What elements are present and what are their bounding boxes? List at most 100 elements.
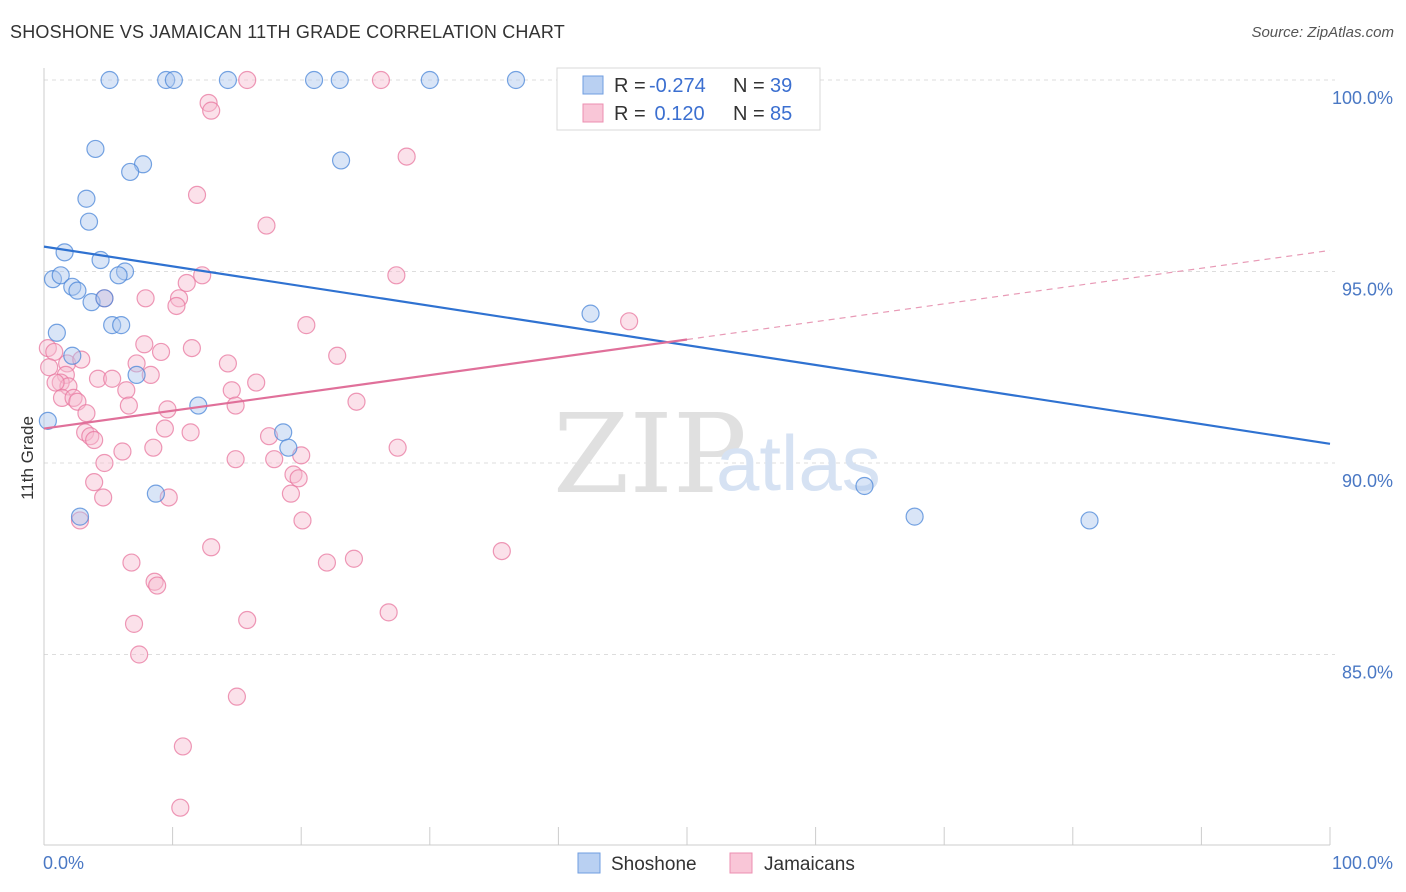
watermark-zip: ZIP bbox=[553, 390, 747, 518]
legend-n-value-shoshone: 39 bbox=[770, 75, 792, 97]
shoshone-point-4 bbox=[304, 70, 324, 90]
jamaicans-point-70 bbox=[122, 553, 141, 572]
shoshone-point-17 bbox=[51, 266, 70, 285]
jamaicans-point-68 bbox=[344, 549, 364, 568]
shoshone-point-24 bbox=[47, 323, 66, 342]
jamaicans-point-51 bbox=[113, 442, 132, 461]
shoshone-point-12 bbox=[77, 189, 96, 208]
jamaicans-point-54 bbox=[265, 450, 284, 469]
y-tick-label-2: 90.0% bbox=[1342, 471, 1393, 491]
legend-n-label-shoshone: N = bbox=[733, 75, 765, 97]
shoshone-point-35 bbox=[581, 304, 600, 323]
shoshone-point-31 bbox=[274, 423, 293, 442]
jamaicans-point-24 bbox=[46, 373, 65, 392]
jamaicans-point-14 bbox=[297, 316, 316, 335]
shoshone-point-0 bbox=[100, 70, 119, 90]
jamaicans-point-56 bbox=[289, 469, 308, 488]
shoshone-point-21 bbox=[109, 266, 128, 285]
jamaicans-point-69 bbox=[492, 541, 511, 561]
x-tick-label-max: 100.0% bbox=[1332, 853, 1393, 873]
legend-r-label-jamaicans: R = bbox=[614, 103, 646, 125]
jamaicans-point-32 bbox=[218, 354, 237, 373]
jamaicans-point-30 bbox=[151, 342, 171, 362]
jamaicans-point-65 bbox=[293, 511, 312, 530]
shoshone-point-14 bbox=[55, 243, 74, 262]
jamaicans-point-38 bbox=[119, 396, 138, 415]
jamaicans-point-67 bbox=[317, 553, 337, 572]
jamaicans-point-33 bbox=[247, 373, 266, 392]
shoshone-point-26 bbox=[112, 316, 131, 335]
jamaicans-point-34 bbox=[328, 346, 347, 365]
y-tick-labels: 100.0% 95.0% 90.0% 85.0% bbox=[1332, 88, 1393, 683]
shoshone-point-23 bbox=[95, 289, 114, 308]
jamaicans-point-48 bbox=[155, 419, 174, 438]
jamaicans-point-39 bbox=[158, 400, 177, 419]
jamaicans-point-66 bbox=[202, 538, 221, 557]
shoshone-point-11 bbox=[331, 151, 351, 170]
legend-swatch-shoshone bbox=[582, 75, 604, 95]
jamaicans-point-52 bbox=[144, 438, 163, 457]
jamaicans-point-0 bbox=[238, 70, 257, 90]
y-tick-label-1: 95.0% bbox=[1342, 280, 1393, 300]
shoshone-point-29 bbox=[38, 411, 57, 430]
jamaicans-point-28 bbox=[141, 365, 160, 385]
jamaicans-point-77 bbox=[227, 687, 246, 706]
jamaicans-point-37 bbox=[117, 381, 136, 400]
jamaicans-point-49 bbox=[181, 423, 200, 442]
jamaicans-point-73 bbox=[379, 603, 398, 622]
legend-n-value-jamaicans: 85 bbox=[770, 103, 792, 125]
series-legend: Shoshone Jamaicans bbox=[577, 852, 855, 875]
jamaicans-point-72 bbox=[148, 576, 167, 595]
series-label-jamaicans: Jamaicans bbox=[764, 854, 855, 875]
shoshone-point-5 bbox=[330, 70, 349, 90]
shoshone-point-36 bbox=[855, 476, 874, 496]
legend-r-value-shoshone: -0.274 bbox=[649, 75, 706, 97]
jamaicans-point-1 bbox=[371, 70, 391, 90]
jamaicans-point-11 bbox=[136, 289, 155, 308]
jamaicans-point-47 bbox=[85, 430, 104, 450]
shoshone-trend-line bbox=[43, 245, 1331, 445]
jamaicans-point-6 bbox=[257, 216, 276, 235]
shoshone-point-33 bbox=[146, 484, 165, 503]
watermark-atlas: atlas bbox=[716, 419, 881, 507]
trend-lines bbox=[43, 245, 1331, 445]
shoshone-point-38 bbox=[1080, 511, 1099, 530]
jamaicans-point-44 bbox=[347, 392, 366, 411]
jamaicans-point-35 bbox=[222, 381, 241, 400]
jamaicans-point-5 bbox=[187, 185, 207, 204]
shoshone-point-6 bbox=[420, 70, 439, 90]
shoshone-point-8 bbox=[86, 139, 105, 159]
chart-title: SHOSHONE VS JAMAICAN 11TH GRADE CORRELAT… bbox=[10, 22, 565, 42]
jamaicans-point-79 bbox=[171, 798, 190, 817]
jamaicans-point-63 bbox=[281, 484, 301, 503]
jamaicans-point-25 bbox=[88, 369, 108, 388]
legend-r-label-shoshone: R = bbox=[614, 75, 646, 97]
jamaicans-point-20 bbox=[40, 358, 59, 377]
jamaicans-point-76 bbox=[130, 645, 149, 664]
jamaicans-point-7 bbox=[387, 266, 406, 285]
shoshone-point-3 bbox=[218, 70, 237, 90]
x-tick-label-min: 0.0% bbox=[43, 853, 84, 873]
jamaicans-point-26 bbox=[103, 369, 122, 388]
shoshone-point-28 bbox=[127, 365, 146, 385]
jamaicans-point-59 bbox=[95, 453, 114, 473]
shoshone-point-27 bbox=[63, 346, 82, 365]
shoshone-point-1 bbox=[157, 70, 176, 90]
jamaicans-trend-line-dashed bbox=[686, 249, 1331, 341]
y-tick-label-0: 100.0% bbox=[1332, 88, 1393, 108]
jamaicans-point-60 bbox=[85, 473, 104, 492]
shoshone-point-10 bbox=[121, 162, 140, 182]
shoshone-point-19 bbox=[68, 281, 87, 300]
correlation-legend: R = -0.274 N = 39 R = 0.120 N = 85 bbox=[556, 67, 821, 131]
jamaicans-point-9 bbox=[177, 273, 196, 293]
jamaicans-point-29 bbox=[135, 335, 154, 354]
jamaicans-point-19 bbox=[72, 350, 91, 369]
series-swatch-shoshone bbox=[577, 852, 601, 874]
shoshone-point-13 bbox=[79, 212, 99, 231]
jamaicans-point-15 bbox=[620, 312, 639, 331]
legend-r-value-jamaicans: 0.120 bbox=[649, 103, 705, 125]
jamaicans-point-13 bbox=[167, 296, 186, 316]
shoshone-point-32 bbox=[279, 438, 298, 457]
y-axis-label: 11th Grade bbox=[18, 416, 37, 500]
